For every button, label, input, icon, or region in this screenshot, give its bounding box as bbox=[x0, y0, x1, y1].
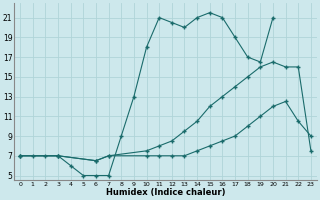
X-axis label: Humidex (Indice chaleur): Humidex (Indice chaleur) bbox=[106, 188, 225, 197]
